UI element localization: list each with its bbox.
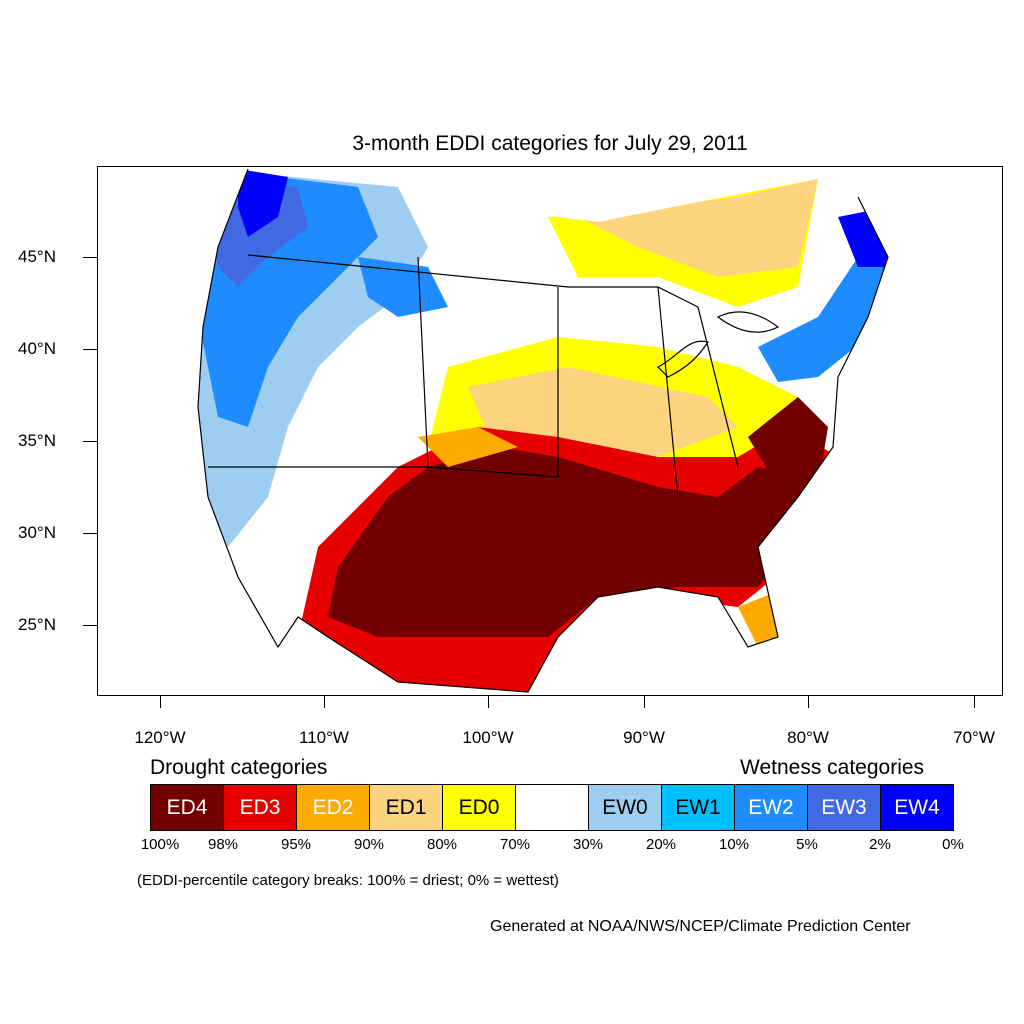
coastline-layer: [197, 168, 889, 693]
percent-break-label: 20%: [645, 836, 677, 853]
lon-tick: [160, 696, 161, 708]
percent-break-label: 5%: [796, 836, 818, 853]
credit-text: Generated at NOAA/NWS/NCEP/Climate Predi…: [490, 918, 911, 935]
lat-label-40: 40°N: [18, 339, 56, 358]
lon-label-100w: 100°W: [462, 728, 514, 747]
lat-label-45: 45°N: [18, 247, 56, 266]
lon-label-80w: 80°W: [787, 728, 829, 747]
map-frame: [97, 166, 1003, 696]
lon-tick: [974, 696, 975, 708]
legend-box-ed4: ED4: [150, 784, 224, 831]
wetness-heading: Wetness categories: [740, 756, 925, 779]
legend-note: (EDDI-percentile category breaks: 100% =…: [137, 872, 559, 889]
lat-tick: [83, 533, 97, 534]
lon-tick: [488, 696, 489, 708]
legend-box-ed3: ED3: [223, 784, 297, 831]
eddi-fill-layer: [198, 169, 888, 692]
percent-break-label: 95%: [280, 836, 312, 853]
map-title: 3-month EDDI categories for July 29, 201…: [352, 132, 748, 155]
legend-box-normal: [515, 784, 589, 831]
lat-tick: [83, 257, 97, 258]
percent-break-label: 30%: [572, 836, 604, 853]
legend-box-ed2: ED2: [296, 784, 370, 831]
lat-tick: [83, 349, 97, 350]
legend-box-ew1: EW1: [661, 784, 735, 831]
lon-label-110w: 110°W: [299, 728, 349, 747]
lon-tick: [644, 696, 645, 708]
percent-break-label: 10%: [718, 836, 750, 853]
eddi-map: [197, 168, 889, 693]
lon-label-70w: 70°W: [953, 728, 995, 747]
percent-break-label: 70%: [499, 836, 531, 853]
legend-box-ew3: EW3: [807, 784, 881, 831]
legend-box-ew2: EW2: [734, 784, 808, 831]
lat-label-25: 25°N: [18, 615, 56, 634]
lat-label-35: 35°N: [18, 431, 56, 450]
legend-box-ed0: ED0: [442, 784, 516, 831]
lat-label-30: 30°N: [18, 523, 56, 542]
lat-tick: [83, 625, 97, 626]
percent-break-label: 98%: [207, 836, 239, 853]
percent-break-label: 100%: [140, 836, 180, 853]
lon-label-120w: 120°W: [134, 728, 186, 747]
percent-break-label: 2%: [869, 836, 891, 853]
drought-heading: Drought categories: [150, 756, 328, 779]
lon-tick: [808, 696, 809, 708]
lon-tick: [324, 696, 325, 708]
legend-box-ew0: EW0: [588, 784, 662, 831]
percent-break-label: 0%: [942, 836, 964, 853]
legend-box-ew4: EW4: [880, 784, 954, 831]
lat-tick: [83, 441, 97, 442]
percent-break-label: 90%: [353, 836, 385, 853]
lon-label-90w: 90°W: [623, 728, 665, 747]
percent-break-label: 80%: [426, 836, 458, 853]
legend-box-ed1: ED1: [369, 784, 443, 831]
